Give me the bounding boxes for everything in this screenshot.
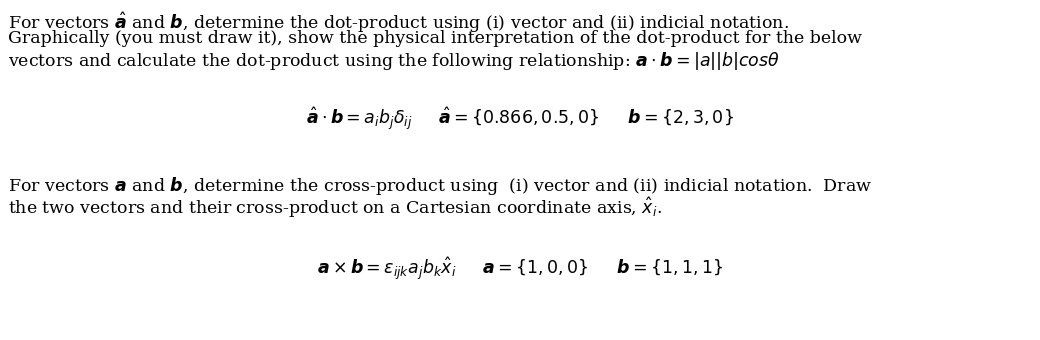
Text: For vectors $\hat{\boldsymbol{a}}$ and $\boldsymbol{b}$, determine the dot-produ: For vectors $\hat{\boldsymbol{a}}$ and $… [8, 10, 789, 35]
Text: the two vectors and their cross-product on a Cartesian coordinate axis, $\hat{x}: the two vectors and their cross-product … [8, 195, 662, 220]
Text: $\boldsymbol{a} \times \boldsymbol{b} = \varepsilon_{ijk} a_j b_k \hat{x}_i$    : $\boldsymbol{a} \times \boldsymbol{b} = … [317, 255, 723, 282]
Text: vectors and calculate the dot-product using the following relationship: $\boldsy: vectors and calculate the dot-product us… [8, 50, 780, 72]
Text: $\hat{\boldsymbol{a}} \cdot \boldsymbol{b} = a_i b_j \delta_{ij}$     $\hat{\bol: $\hat{\boldsymbol{a}} \cdot \boldsymbol{… [306, 105, 734, 132]
Text: Graphically (you must draw it), show the physical interpretation of the dot-prod: Graphically (you must draw it), show the… [8, 30, 862, 47]
Text: For vectors $\boldsymbol{a}$ and $\boldsymbol{b}$, determine the cross-product u: For vectors $\boldsymbol{a}$ and $\bolds… [8, 175, 873, 197]
